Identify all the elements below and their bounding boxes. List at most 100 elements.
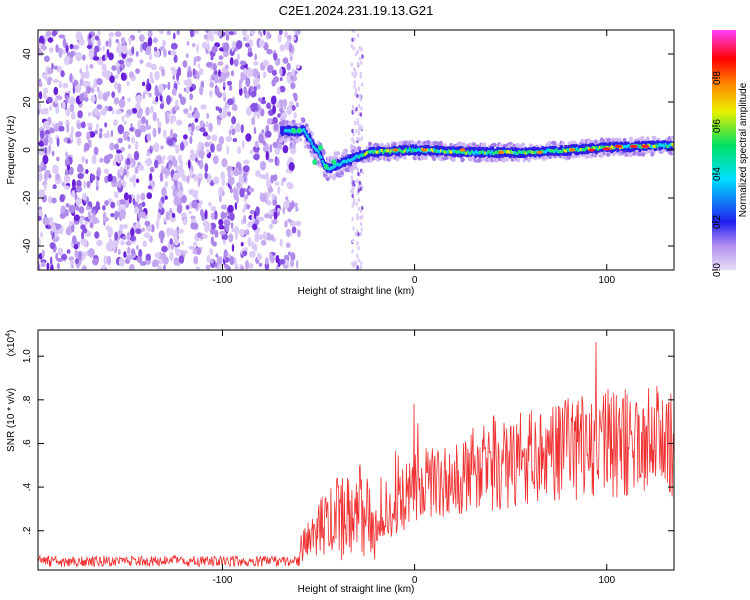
noise-speck bbox=[118, 98, 126, 109]
noise-speck bbox=[264, 213, 270, 219]
noise-speck bbox=[126, 254, 133, 260]
colorbar-label: Normalized spectral amplitude bbox=[738, 82, 749, 217]
signal-core bbox=[333, 164, 336, 168]
noise-speck bbox=[157, 212, 161, 221]
noise-speck bbox=[286, 62, 291, 71]
x-tick-label: -100 bbox=[212, 575, 232, 586]
signal-core bbox=[476, 151, 479, 155]
noise-speck bbox=[84, 70, 90, 79]
noise-speck bbox=[257, 216, 265, 222]
noise-speck bbox=[227, 111, 232, 117]
noise-speck bbox=[247, 52, 253, 57]
noise-speck bbox=[260, 193, 267, 203]
noise-speck bbox=[295, 220, 302, 227]
y-tick-label: 0 bbox=[22, 147, 33, 153]
signal-core bbox=[431, 149, 434, 153]
noise-speck bbox=[229, 57, 234, 66]
signal-core bbox=[320, 155, 323, 159]
noise-speck bbox=[265, 130, 272, 138]
noise-speck bbox=[353, 80, 356, 85]
noise-speck bbox=[265, 257, 269, 265]
noise-speck bbox=[191, 122, 195, 132]
noise-speck bbox=[150, 63, 156, 71]
noise-speck bbox=[204, 209, 208, 220]
noise-speck bbox=[131, 107, 138, 114]
noise-speck bbox=[214, 86, 220, 96]
signal-core bbox=[347, 158, 350, 162]
noise-speck bbox=[88, 47, 95, 55]
signal-core bbox=[283, 129, 286, 133]
signal-core bbox=[460, 150, 463, 154]
noise-speck bbox=[42, 93, 47, 99]
noise-speck bbox=[115, 38, 120, 44]
signal-core bbox=[530, 150, 533, 154]
noise-speck bbox=[207, 30, 213, 40]
noise-speck bbox=[38, 263, 41, 270]
signal-peak bbox=[459, 148, 466, 152]
noise-speck bbox=[49, 256, 53, 266]
noise-speck bbox=[214, 75, 219, 84]
noise-speck bbox=[48, 195, 53, 204]
colorbar-tick-label: 0.6 bbox=[712, 119, 723, 133]
signal-core bbox=[448, 149, 450, 153]
noise-speck bbox=[119, 152, 123, 161]
signal-peak bbox=[536, 150, 543, 154]
noise-speck bbox=[122, 235, 127, 241]
y-tick-label: 20 bbox=[22, 96, 33, 108]
noise-speck bbox=[247, 237, 252, 247]
noise-speck bbox=[127, 144, 131, 149]
noise-speck bbox=[189, 149, 195, 155]
snr-series-line bbox=[38, 341, 674, 568]
noise-speck bbox=[163, 217, 168, 223]
signal-core bbox=[367, 150, 370, 154]
noise-speck bbox=[138, 164, 145, 172]
signal-core bbox=[469, 151, 472, 155]
noise-speck bbox=[352, 180, 355, 185]
noise-speck bbox=[42, 74, 47, 79]
signal-core bbox=[305, 133, 308, 137]
noise-speck bbox=[106, 255, 112, 266]
noise-speck bbox=[123, 251, 127, 258]
noise-speck bbox=[102, 216, 109, 222]
x-tick-label: 100 bbox=[598, 575, 615, 586]
x-tick-label: 0 bbox=[412, 575, 418, 586]
noise-speck bbox=[178, 154, 182, 164]
noise-speck bbox=[271, 69, 277, 76]
noise-speck bbox=[42, 107, 49, 115]
noise-speck bbox=[272, 116, 278, 125]
noise-speck bbox=[221, 176, 225, 187]
noise-speck bbox=[117, 248, 121, 256]
noise-speck bbox=[223, 249, 228, 258]
noise-speck bbox=[295, 102, 299, 108]
signal-halo bbox=[419, 141, 424, 146]
signal-core bbox=[374, 149, 377, 153]
signal-core bbox=[331, 166, 333, 170]
signal-halo bbox=[291, 119, 296, 124]
signal-halo bbox=[599, 153, 604, 158]
signal-core bbox=[473, 151, 476, 156]
noise-speck bbox=[50, 224, 57, 233]
noise-speck bbox=[352, 139, 355, 144]
noise-speck bbox=[98, 132, 103, 139]
signal-core bbox=[542, 150, 545, 154]
noise-speck bbox=[159, 103, 164, 110]
noise-speck bbox=[181, 195, 187, 204]
noise-speck bbox=[276, 102, 280, 108]
noise-speck bbox=[167, 81, 171, 91]
noise-speck bbox=[187, 112, 194, 119]
noise-speck bbox=[219, 194, 222, 203]
noise-speck bbox=[146, 82, 152, 92]
noise-speck bbox=[254, 53, 257, 61]
noise-speck bbox=[129, 264, 135, 270]
noise-speck bbox=[161, 186, 167, 197]
noise-speck bbox=[273, 211, 278, 220]
noise-speck bbox=[250, 102, 257, 112]
noise-speck bbox=[357, 184, 361, 190]
noise-speck bbox=[43, 120, 50, 130]
noise-speck bbox=[359, 97, 362, 102]
noise-speck bbox=[215, 106, 220, 111]
noise-speck bbox=[354, 261, 357, 267]
noise-speck bbox=[48, 144, 52, 153]
noise-speck bbox=[183, 108, 189, 114]
noise-speck bbox=[113, 144, 120, 150]
